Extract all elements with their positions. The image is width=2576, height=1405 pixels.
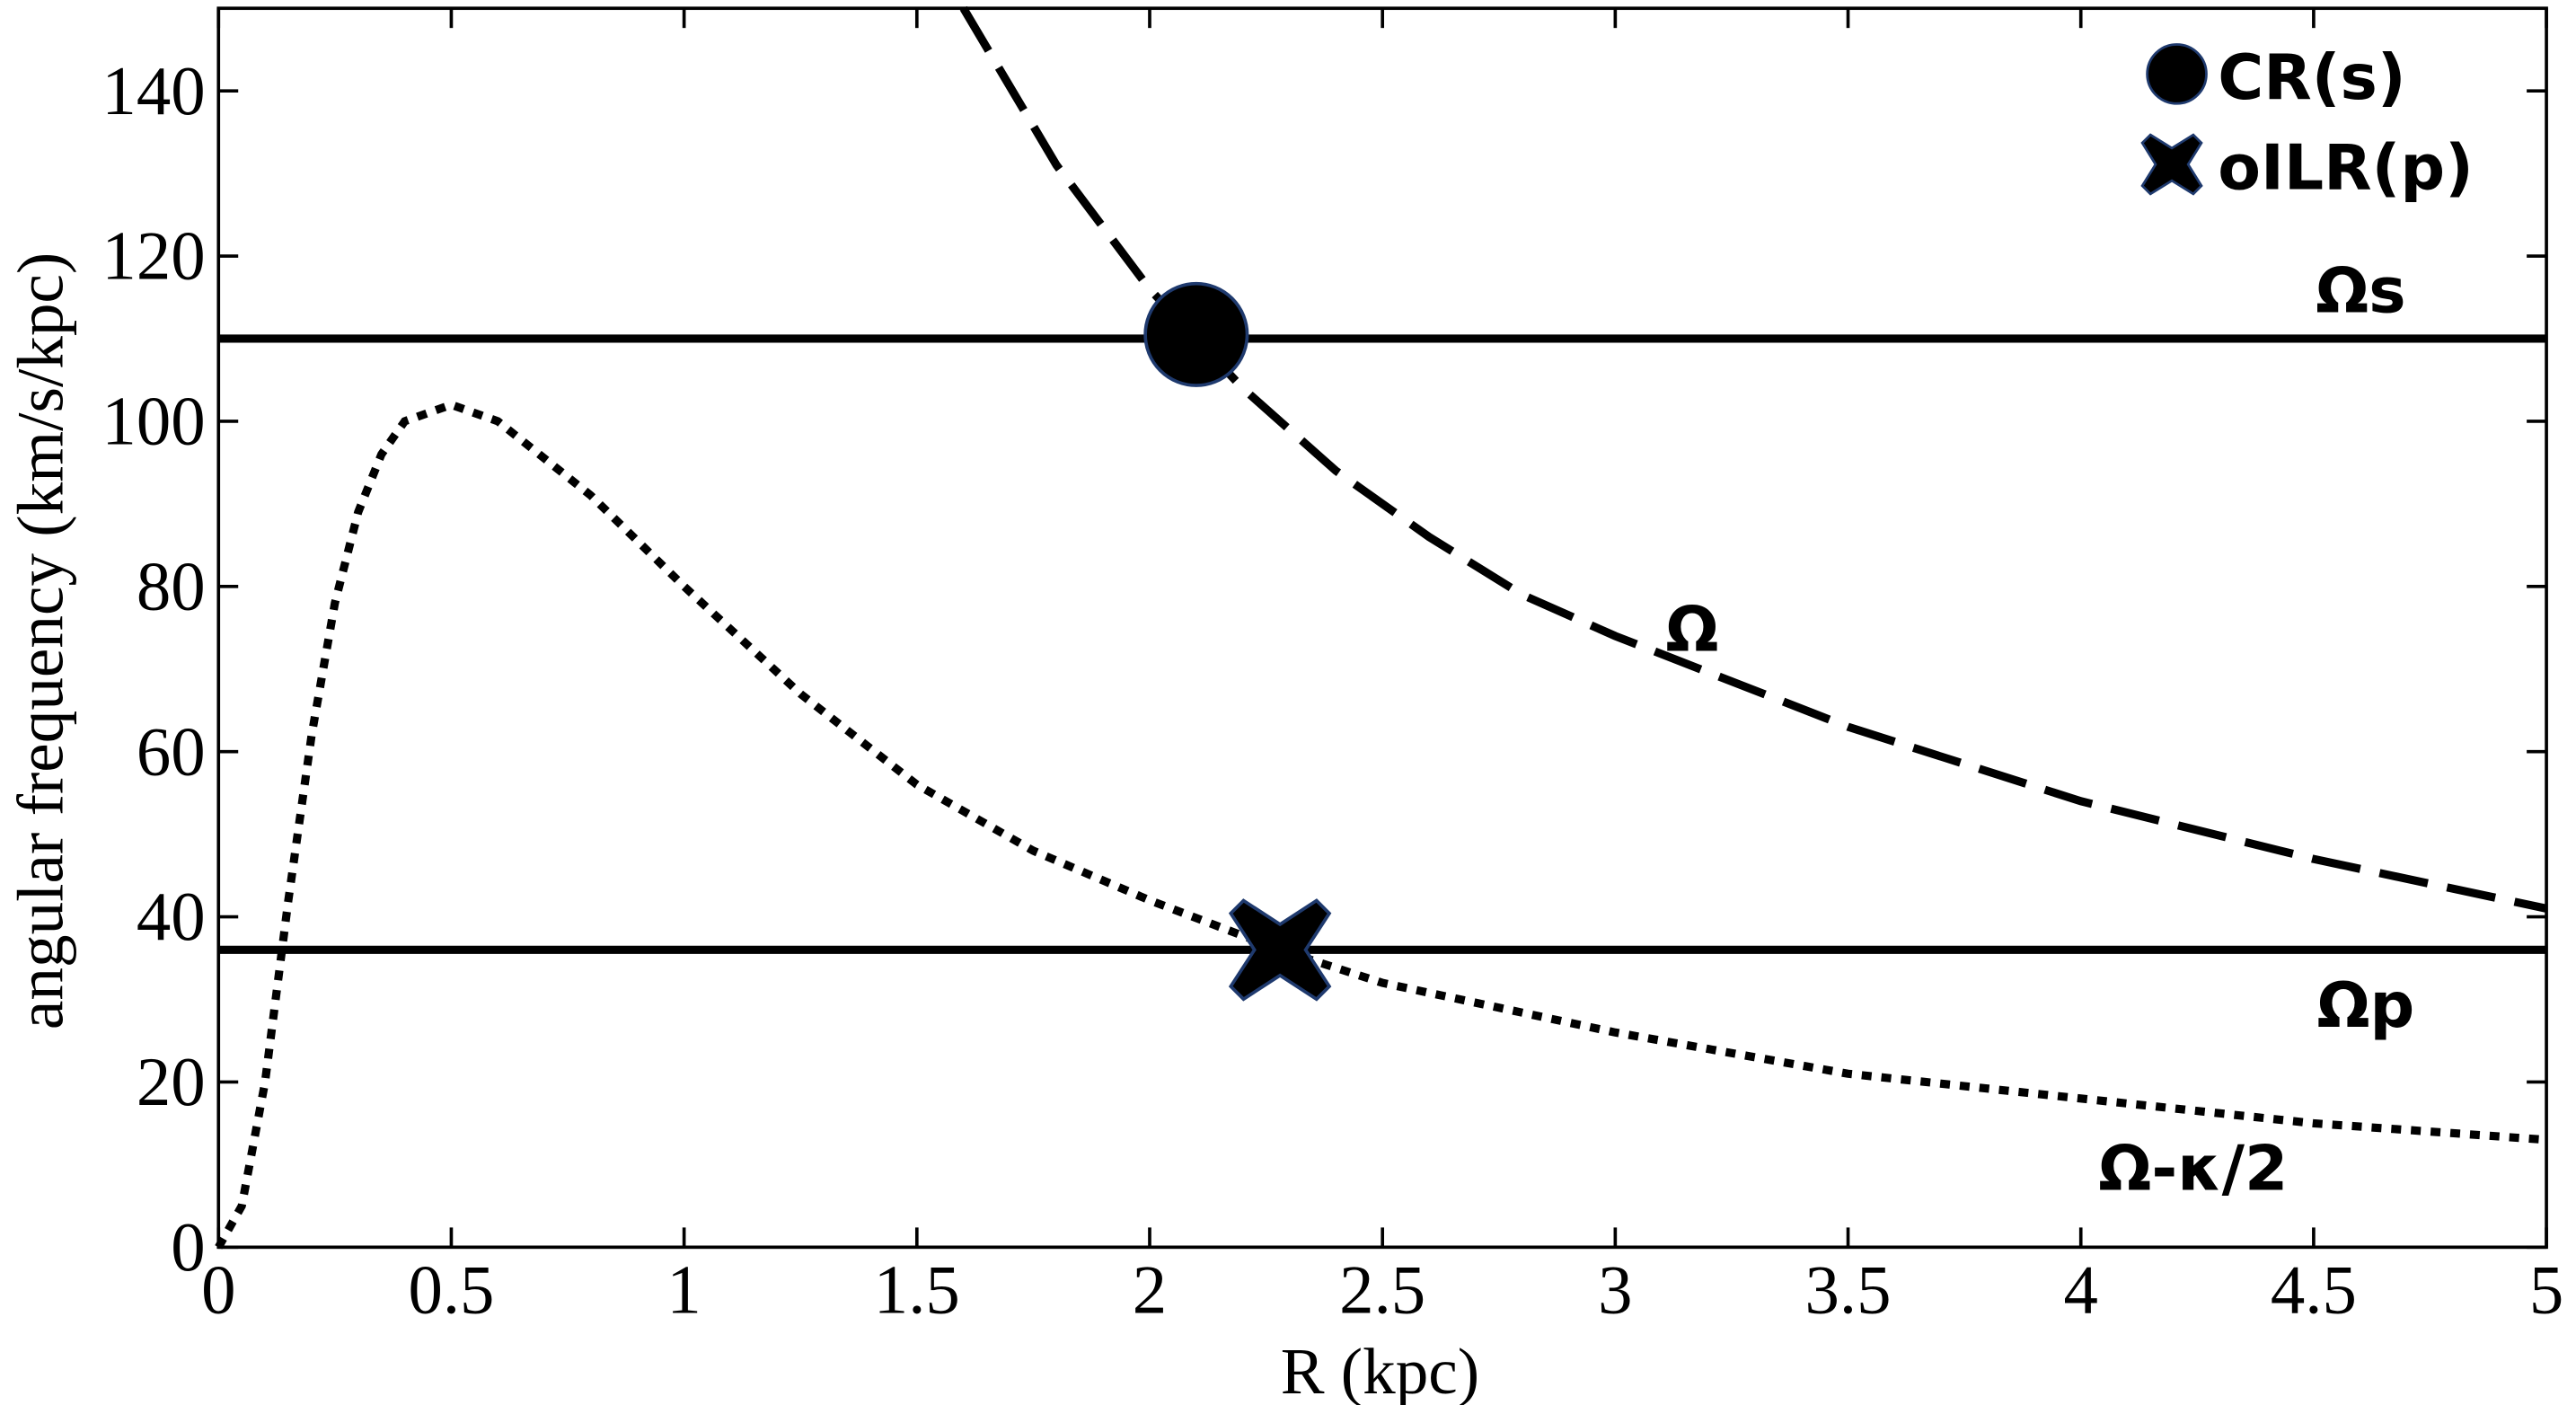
y-tick-label: 20 xyxy=(137,1044,206,1120)
curve-label: Ωs xyxy=(2316,255,2405,328)
y-tick-label: 80 xyxy=(137,548,206,624)
y-axis-label: angular frequency (km/s/kpc) xyxy=(4,252,77,1029)
legend-symbol xyxy=(2140,133,2203,196)
x-tick-label: 2.5 xyxy=(1339,1252,1425,1329)
x-tick-label: 2 xyxy=(1133,1252,1167,1329)
x-axis-label: R (kpc) xyxy=(1281,1335,1479,1405)
x-tick-label: 4.5 xyxy=(2271,1252,2357,1329)
x-tick-label: 4 xyxy=(2064,1252,2098,1329)
y-tick-label: 60 xyxy=(137,713,206,790)
x-tick-label: 1.5 xyxy=(874,1252,960,1329)
marker-circle xyxy=(1143,281,1249,387)
series-line xyxy=(959,5,2548,913)
x-tick-label: 5 xyxy=(2529,1252,2563,1329)
curve-label: Ωp xyxy=(2316,969,2414,1042)
x-tick-label: 3 xyxy=(1598,1252,1632,1329)
curve-label: Ω-κ/2 xyxy=(2098,1132,2288,1205)
legend-symbol xyxy=(2146,43,2208,105)
y-tick-label: 120 xyxy=(101,218,205,295)
series-line xyxy=(215,400,2547,1250)
marker-x xyxy=(1228,898,1332,1002)
x-tick-label: 0 xyxy=(201,1252,235,1329)
x-tick-label: 3.5 xyxy=(1805,1252,1892,1329)
legend-label: CR(s) xyxy=(2218,41,2405,114)
y-tick-label: 140 xyxy=(101,53,205,129)
y-tick-label: 40 xyxy=(137,879,206,955)
legend-label: oILR(p) xyxy=(2218,131,2474,204)
y-tick-label: 0 xyxy=(171,1209,205,1286)
y-tick-label: 100 xyxy=(101,384,205,460)
curve-label: Ω xyxy=(1665,593,1718,666)
plot-area xyxy=(215,5,2548,1250)
x-tick-label: 0.5 xyxy=(408,1252,494,1329)
x-tick-label: 1 xyxy=(666,1252,701,1329)
